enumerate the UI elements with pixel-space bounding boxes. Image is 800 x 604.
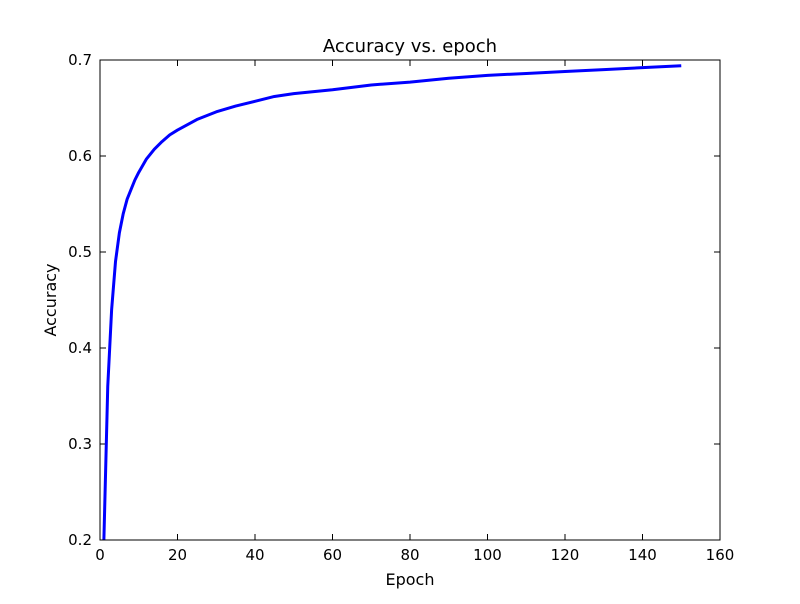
x-axis-label: Epoch — [386, 570, 435, 589]
x-tick-label: 140 — [628, 546, 657, 564]
series-point — [111, 309, 112, 310]
series-point — [371, 84, 372, 85]
series-point — [448, 78, 449, 79]
series-point — [332, 89, 333, 90]
series-point — [255, 101, 256, 102]
y-tick-label: 0.3 — [68, 435, 92, 453]
series-point — [642, 67, 643, 68]
chart-title: Accuracy vs. epoch — [323, 36, 497, 57]
x-tick-label: 0 — [95, 546, 105, 564]
x-tick-label: 60 — [323, 546, 342, 564]
series-point — [487, 75, 488, 76]
series-point — [196, 119, 197, 120]
series-point — [681, 65, 682, 66]
series-point — [162, 141, 163, 142]
series-point — [154, 149, 155, 150]
series-point — [127, 199, 128, 200]
series-point — [131, 189, 132, 190]
series-point — [216, 111, 217, 112]
x-tick-label: 80 — [400, 546, 419, 564]
series-point — [119, 232, 120, 233]
x-tick-label: 20 — [168, 546, 187, 564]
x-tick-label: 120 — [551, 546, 580, 564]
series-point — [565, 71, 566, 72]
plot-area-frame — [99, 59, 721, 541]
series-point — [526, 73, 527, 74]
series-point — [138, 172, 139, 173]
series-point — [123, 213, 124, 214]
x-tick-label: 100 — [473, 546, 502, 564]
series-line-0 — [102, 64, 682, 541]
series-point — [293, 93, 294, 94]
series-point — [107, 386, 108, 387]
y-tick-label: 0.5 — [68, 243, 92, 261]
x-tick-label: 160 — [706, 546, 735, 564]
series-point — [235, 106, 236, 107]
y-tick-label: 0.7 — [68, 51, 92, 69]
y-tick-label: 0.6 — [68, 147, 92, 165]
series-layer — [102, 64, 682, 541]
series-point — [146, 158, 147, 159]
series-point — [410, 82, 411, 83]
series-point — [115, 261, 116, 262]
series-point — [134, 180, 135, 181]
y-axis-label: Accuracy — [41, 263, 60, 336]
y-tick-label: 0.2 — [68, 531, 92, 549]
series-point — [274, 96, 275, 97]
series-point — [603, 69, 604, 70]
ticks-layer: 0 20 40 60 80 100 120 140 160 0.2 0.3 0.4 0.5 0.6 0.7 — [68, 51, 734, 564]
series-point — [177, 130, 178, 131]
y-tick-label: 0.4 — [68, 339, 92, 357]
series-point — [169, 134, 170, 135]
x-tick-label: 40 — [245, 546, 264, 564]
